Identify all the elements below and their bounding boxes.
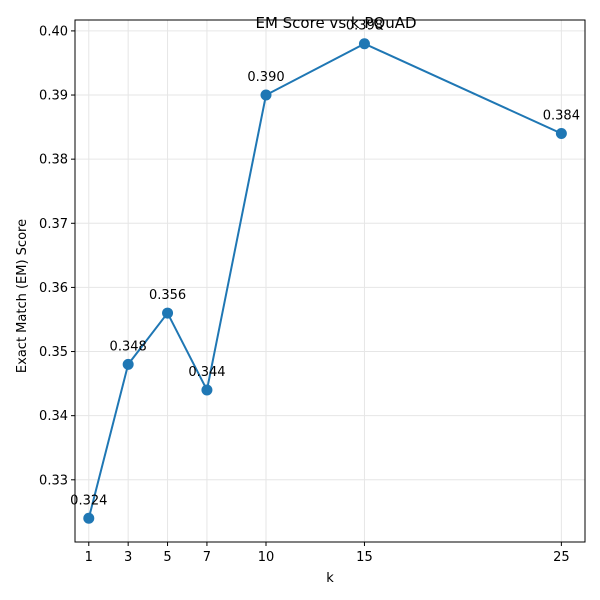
x-tick-label: 25 (553, 550, 570, 565)
data-label: 0.390 (247, 70, 284, 85)
y-tick-label: 0.39 (39, 89, 68, 104)
data-point (555, 128, 567, 140)
data-labels: 0.324 0.348 0.356 0.344 0.390 0.398 0.384 (70, 19, 580, 509)
data-label: 0.356 (149, 288, 186, 303)
data-point (83, 512, 95, 524)
y-tick-label: 0.38 (39, 153, 68, 168)
x-tick-label: 7 (203, 550, 211, 565)
x-tick-label: 5 (163, 550, 171, 565)
data-label: 0.344 (188, 365, 225, 380)
chart-title: EM Score vs k PQuAD (255, 14, 416, 32)
y-tick-label: 0.33 (39, 473, 68, 488)
data-point (260, 89, 272, 101)
y-tick-label: 0.40 (39, 24, 68, 39)
data-label: 0.398 (346, 19, 383, 34)
x-tick-label: 10 (258, 550, 275, 565)
data-point (162, 307, 174, 319)
x-tick-label: 15 (356, 550, 373, 565)
data-point (122, 358, 134, 370)
series-points (83, 38, 567, 524)
data-label: 0.348 (110, 339, 147, 354)
x-tick-label: 1 (85, 550, 93, 565)
y-axis-title: Exact Match (EM) Score (15, 219, 30, 373)
grid (75, 20, 585, 542)
x-axis: 1 3 5 7 10 15 25 (85, 542, 570, 565)
y-tick-label: 0.37 (39, 217, 68, 232)
data-point (358, 38, 370, 50)
y-tick-label: 0.34 (39, 409, 68, 424)
x-tick-label: 3 (124, 550, 132, 565)
x-axis-title: k (326, 571, 334, 586)
y-tick-label: 0.36 (39, 281, 68, 296)
data-label: 0.324 (70, 493, 107, 508)
data-point (201, 384, 213, 396)
y-tick-label: 0.35 (39, 345, 68, 360)
y-axis: 0.33 0.34 0.35 0.36 0.37 0.38 0.39 0.40 (39, 24, 75, 488)
data-label: 0.384 (543, 109, 580, 124)
axes-frame (74, 19, 586, 543)
